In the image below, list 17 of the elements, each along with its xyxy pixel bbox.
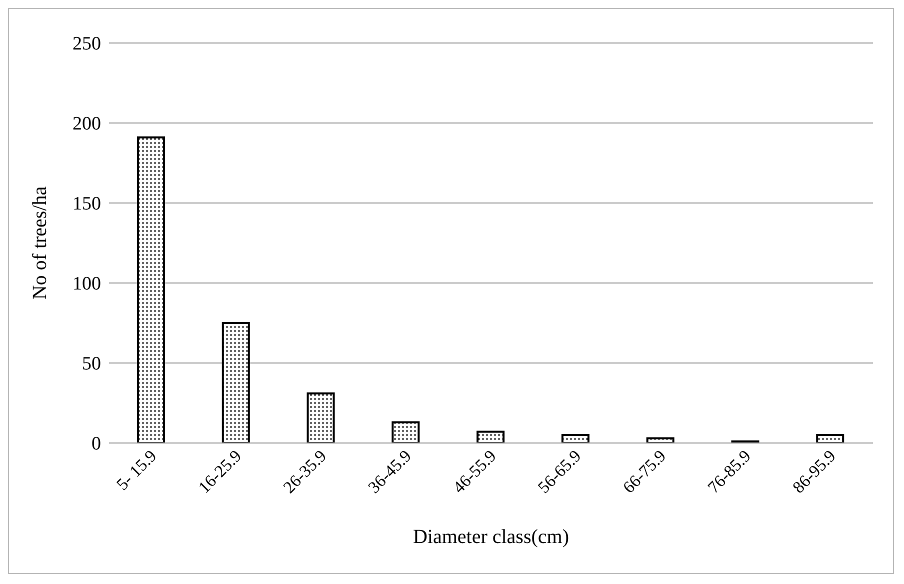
y-tick-label: 100 [72,274,101,295]
y-tick-label: 200 [72,114,101,135]
bar [561,434,590,443]
bar [646,437,674,443]
bar [137,136,165,443]
bar [816,434,844,443]
y-tick-label: 0 [92,434,101,455]
bar [392,421,420,443]
y-tick-label: 50 [82,354,101,375]
bar [222,322,250,443]
y-tick-label: 150 [72,194,101,215]
x-tick-label: 5- 15.9 [112,446,160,494]
y-tick-label: 250 [72,34,101,55]
y-axis-title: No of trees/ha [29,186,52,300]
bar [306,392,335,443]
x-axis-title: Diameter class(cm) [412,526,570,548]
bar [476,430,505,443]
